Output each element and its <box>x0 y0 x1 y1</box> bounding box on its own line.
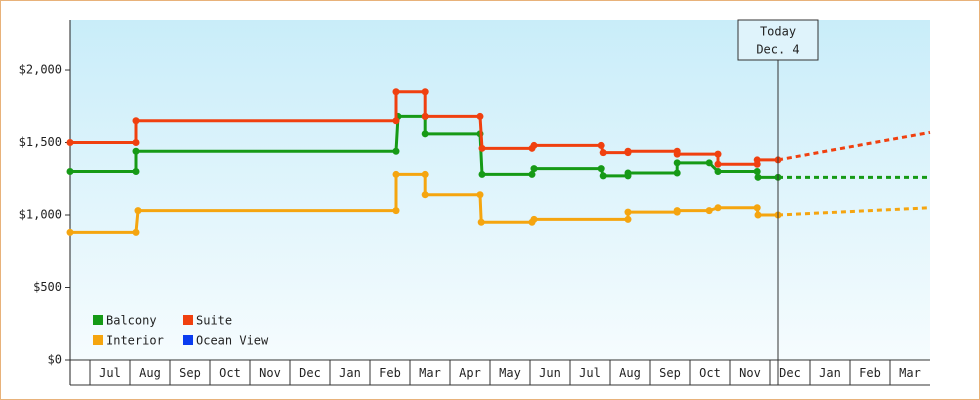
price-point <box>753 168 761 176</box>
price-point <box>714 160 722 168</box>
price-point <box>132 147 140 155</box>
price-point <box>476 112 484 120</box>
x-tick-label: Feb <box>379 366 401 380</box>
x-tick-label: Jan <box>819 366 841 380</box>
price-line <box>70 90 778 166</box>
price-point <box>132 117 140 125</box>
price-point <box>597 165 605 173</box>
price-point <box>673 150 681 158</box>
price-point <box>624 169 632 177</box>
price-point <box>599 149 607 157</box>
projection-line <box>777 206 931 217</box>
plot-area <box>70 20 930 360</box>
x-tick-label: Oct <box>699 366 721 380</box>
price-line <box>70 114 778 179</box>
price-point <box>753 156 761 164</box>
price-point <box>392 170 400 178</box>
x-tick-label: Dec <box>779 366 801 380</box>
price-point <box>478 170 486 178</box>
price-point <box>599 172 607 180</box>
x-tick-label: Mar <box>899 366 921 380</box>
legend-label: Interior <box>106 334 164 348</box>
legend-label: Balcony <box>106 314 157 328</box>
price-point <box>66 168 74 176</box>
price-point <box>421 170 429 178</box>
price-point <box>530 215 538 223</box>
price-point <box>754 211 762 219</box>
x-tick-label: Aug <box>139 366 161 380</box>
price-point <box>624 208 632 216</box>
price-point <box>134 207 142 215</box>
price-point <box>392 88 400 96</box>
price-point <box>392 117 400 125</box>
price-point <box>132 168 140 176</box>
price-point <box>66 139 74 147</box>
price-point <box>132 139 140 147</box>
price-point <box>528 170 536 178</box>
x-tick-label: May <box>499 366 521 380</box>
price-point <box>673 207 681 215</box>
price-point <box>673 159 681 167</box>
price-point <box>392 207 400 215</box>
x-tick-label: Apr <box>459 366 481 380</box>
price-point <box>753 204 761 212</box>
x-tick-label: Jul <box>579 366 601 380</box>
price-point <box>392 147 400 155</box>
x-tick-label: Dec <box>299 366 321 380</box>
x-tick-label: Feb <box>859 366 881 380</box>
x-tick-label: Sep <box>179 366 201 380</box>
today-label: Today <box>760 25 796 39</box>
y-tick-label: $1,500 <box>19 135 62 149</box>
legend-swatch <box>93 335 103 345</box>
price-point <box>66 228 74 236</box>
x-tick-label: Oct <box>219 366 241 380</box>
x-tick-label: Jan <box>339 366 361 380</box>
month-band <box>70 360 930 385</box>
legend-label: Suite <box>196 314 232 328</box>
price-point <box>421 112 429 120</box>
price-point <box>624 147 632 155</box>
x-tick-label: Jul <box>99 366 121 380</box>
price-point <box>597 141 605 149</box>
price-point <box>132 228 140 236</box>
price-point <box>478 144 486 152</box>
price-point <box>705 159 713 167</box>
legend-swatch <box>183 335 193 345</box>
price-point <box>477 218 485 226</box>
x-tick-label: Nov <box>259 366 281 380</box>
x-tick-label: Nov <box>739 366 761 380</box>
y-tick-label: $0 <box>48 353 62 367</box>
price-point <box>421 191 429 199</box>
today-label: Dec. 4 <box>756 43 799 57</box>
price-point <box>714 150 722 158</box>
x-tick-label: Aug <box>619 366 641 380</box>
y-tick-label: $1,000 <box>19 208 62 222</box>
projection-line <box>777 130 931 162</box>
x-tick-label: Sep <box>659 366 681 380</box>
legend-swatch <box>93 315 103 325</box>
price-point <box>714 204 722 212</box>
price-point <box>530 165 538 173</box>
legend-swatch <box>183 315 193 325</box>
price-point <box>673 169 681 177</box>
price-point <box>421 130 429 138</box>
price-point <box>530 141 538 149</box>
price-point <box>624 215 632 223</box>
legend-label: Ocean View <box>196 334 269 348</box>
y-tick-label: $500 <box>33 280 62 294</box>
y-tick-label: $2,000 <box>19 63 62 77</box>
price-point <box>476 191 484 199</box>
price-point <box>714 168 722 176</box>
price-point <box>705 207 713 215</box>
price-point <box>754 173 762 181</box>
x-tick-label: Jun <box>539 366 561 380</box>
today-box <box>737 19 819 61</box>
price-point <box>421 88 429 96</box>
x-tick-label: Mar <box>419 366 441 380</box>
